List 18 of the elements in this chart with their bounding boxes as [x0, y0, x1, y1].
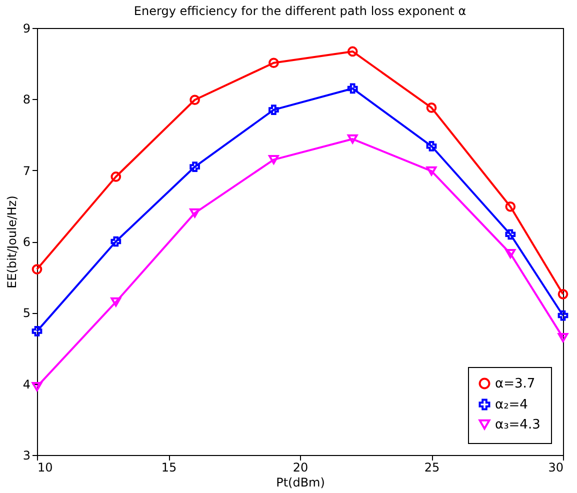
y-tick-label: 5: [22, 306, 30, 320]
x-tick-label: 10: [38, 460, 53, 474]
x-tick-label: 20: [292, 460, 308, 474]
y-tick-label: 4: [22, 377, 30, 392]
y-tick-label: 8: [22, 92, 30, 107]
x-tick-label: 15: [161, 460, 177, 474]
legend-label: α₂=4: [495, 398, 528, 412]
y-tick-label: 7: [22, 164, 30, 178]
chart-title: Energy efficiency for the different path loss exponent α: [134, 4, 466, 18]
y-tick-label: 3: [22, 448, 30, 462]
x-axis-title: Pt(dBm): [276, 476, 325, 490]
y-axis-title: EE(bit/Joule/Hz): [4, 196, 19, 288]
y-tick-label: 9: [22, 22, 30, 36]
legend-label: α=3.7: [495, 376, 536, 392]
legend-label: α₃=4.3: [495, 418, 540, 432]
x-tick-label: 25: [424, 460, 440, 474]
y-tick-label: 6: [22, 235, 30, 249]
x-tick-label: 30: [548, 460, 564, 474]
